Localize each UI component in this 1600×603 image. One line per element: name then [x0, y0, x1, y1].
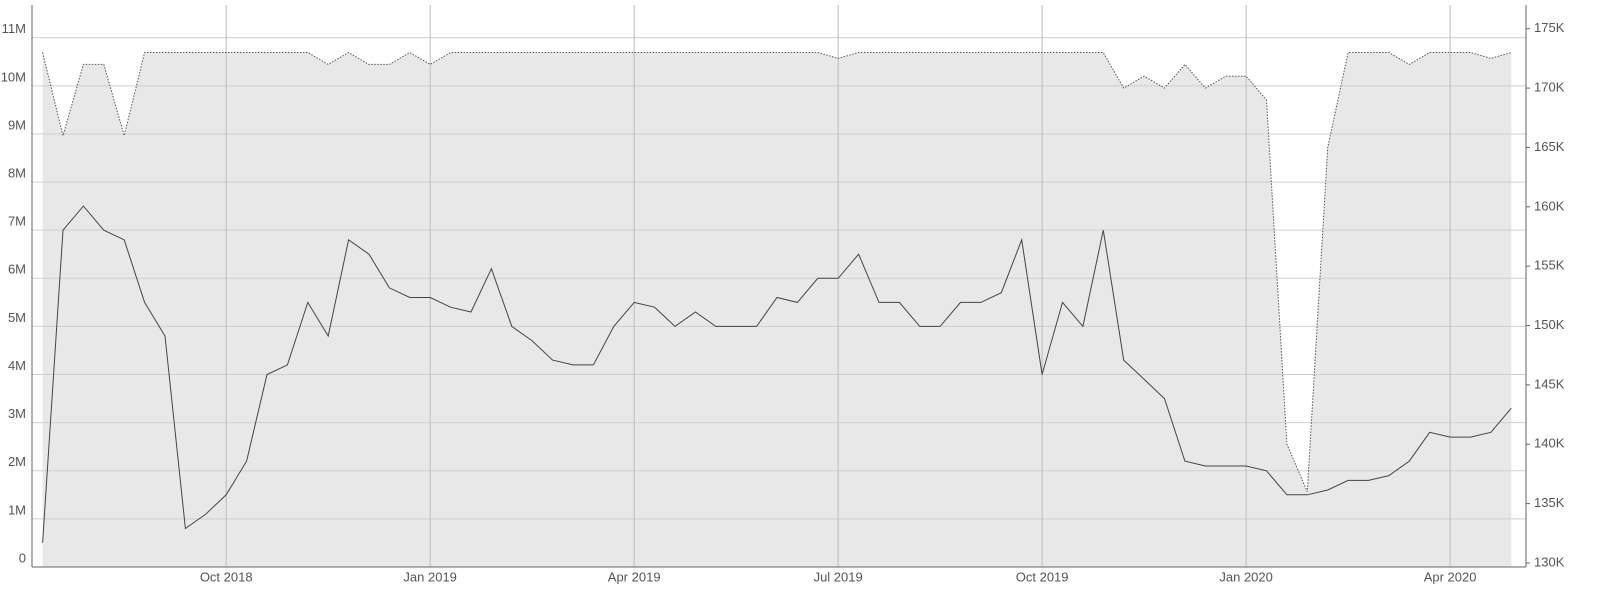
y2-tick-label: 140K [1534, 436, 1565, 451]
y2-tick-label: 150K [1534, 317, 1565, 332]
x-tick-label: Oct 2018 [200, 569, 253, 584]
y-tick-label: 3M [8, 406, 26, 421]
y2-tick-label: 135K [1534, 495, 1565, 510]
y-tick-label: 9M [8, 117, 26, 132]
y-tick-label: 6M [8, 262, 26, 277]
y-tick-label: 5M [8, 310, 26, 325]
y-tick-label: 7M [8, 214, 26, 229]
y2-tick-label: 170K [1534, 80, 1565, 95]
x-tick-label: Jul 2019 [814, 569, 863, 584]
y-tick-label: 10M [1, 69, 26, 84]
y2-tick-label: 175K [1534, 20, 1565, 35]
y-tick-label: 8M [8, 166, 26, 181]
x-tick-label: Jan 2020 [1219, 569, 1273, 584]
y-tick-label: 2M [8, 454, 26, 469]
y2-tick-label: 165K [1534, 139, 1565, 154]
y-tick-label: 0 [19, 550, 26, 565]
y2-tick-label: 155K [1534, 258, 1565, 273]
x-tick-label: Oct 2019 [1016, 569, 1069, 584]
line [42, 51, 1512, 492]
y2-tick-label: 130K [1534, 554, 1565, 569]
y-tick-label: 1M [8, 502, 26, 517]
y-tick-label: 4M [8, 358, 26, 373]
line [42, 205, 1512, 543]
x-tick-label: Apr 2019 [608, 569, 661, 584]
x-tick-label: Apr 2020 [1424, 569, 1477, 584]
x-tick-label: Jan 2019 [403, 569, 457, 584]
y2-tick-label: 160K [1534, 198, 1565, 213]
y2-tick-label: 145K [1534, 376, 1565, 391]
y-tick-label: 11M [2, 21, 26, 36]
area [42, 52, 1512, 567]
